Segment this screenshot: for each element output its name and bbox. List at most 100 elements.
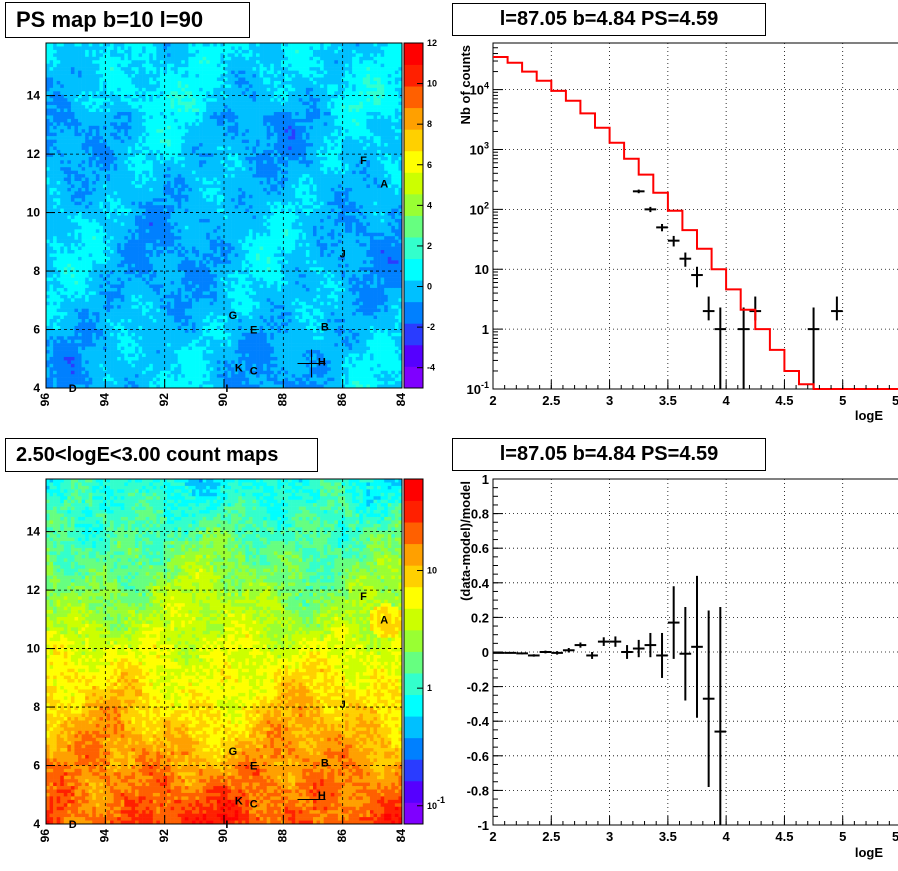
colorbar-bin	[404, 172, 423, 195]
spectrum-grid	[493, 43, 898, 389]
spectrum-plot-frame	[492, 42, 898, 390]
colorbar-bin	[404, 651, 423, 674]
y-tick-label: 0.4	[471, 576, 490, 591]
colorbar-bin	[404, 366, 423, 389]
x-tick-label: 86	[335, 829, 349, 843]
x-tick-label: 84	[394, 829, 408, 843]
residual-data	[493, 575, 727, 825]
x-tick-label: 3	[606, 829, 613, 844]
source-label: F	[360, 591, 367, 603]
colorbar-bin	[404, 43, 423, 65]
colorbar-bin	[404, 629, 423, 652]
colorbar-bin	[404, 323, 423, 346]
spectrum-title: l=87.05 b=4.84 PS=4.59	[452, 3, 766, 36]
colorbar-bin	[404, 258, 423, 281]
source-label: G	[229, 310, 238, 322]
colorbar-bin	[404, 280, 423, 303]
colorbar-bin	[404, 673, 423, 696]
source-label: G	[229, 746, 238, 758]
x-tick-label: 2	[489, 393, 496, 408]
x-tick-label: 96	[38, 393, 52, 407]
x-tick-label: 94	[98, 393, 112, 407]
y-tick-label: -0.4	[467, 714, 490, 729]
ps-map-title: PS map b=10 l=90	[5, 2, 250, 38]
ps-map-colorbar: -4 -2 0 2 4 6 8 10 12	[403, 38, 437, 389]
x-tick-label: 92	[157, 829, 171, 843]
y-tick-label: 8	[33, 264, 40, 278]
count-map-cells	[46, 479, 402, 824]
y-tick-label: 0.8	[471, 507, 489, 522]
ps-map-grid	[46, 43, 402, 388]
count-map-title: 2.50<logE<3.00 count maps	[5, 438, 318, 472]
y-axis-label: Nb of counts	[458, 45, 473, 124]
x-tick-label: 3.5	[659, 829, 677, 844]
y-tick-label: 0.2	[471, 610, 489, 625]
source-label: B	[321, 322, 329, 334]
colorbar-bin	[404, 215, 423, 238]
x-tick-label: 5	[839, 829, 846, 844]
colorbar-bin	[404, 586, 423, 609]
colorbar-tick-label: 10-1	[427, 795, 445, 811]
y-tick-label: -0.2	[467, 680, 489, 695]
x-tick-label: 88	[276, 829, 290, 843]
source-label: E	[250, 325, 257, 337]
colorbar-tick-label: 10	[427, 79, 437, 89]
spectrum-axes: 2 2.5 3 3.5 4 4.5 5 5.5 10-1 1 10 102 103 104 logE Nb o…	[458, 45, 898, 423]
source-label: C	[250, 365, 258, 377]
colorbar-tick-label: 2	[427, 241, 432, 251]
y-tick-label: 14	[27, 89, 41, 103]
source-label: I	[225, 819, 228, 831]
x-tick-label: 5	[839, 393, 846, 408]
x-axis-label: logE	[855, 845, 883, 860]
x-tick-label: 90	[216, 393, 230, 407]
colorbar-bin	[404, 150, 423, 173]
y-tick-label: 4	[33, 817, 40, 831]
model-step-line	[493, 56, 898, 390]
colorbar-bin	[404, 759, 423, 782]
source-label: F	[360, 155, 367, 167]
colorbar-bin	[404, 543, 423, 566]
y-tick-label: 10	[27, 642, 41, 656]
colorbar-bin	[404, 780, 423, 803]
colorbar-tick-label: 6	[427, 160, 432, 170]
y-tick-label: 8	[33, 700, 40, 714]
y-tick-label: 0	[482, 645, 489, 660]
y-tick-label: 4	[33, 381, 40, 395]
x-tick-label: 96	[38, 829, 52, 843]
x-tick-label: 2.5	[542, 393, 560, 408]
x-tick-label: 2	[489, 829, 496, 844]
colorbar-bin	[404, 737, 423, 760]
source-label: D	[69, 819, 77, 831]
colorbar-bin	[404, 237, 423, 260]
y-tick-label: 6	[33, 759, 40, 773]
source-label: A	[380, 614, 388, 626]
y-tick-label: -0.6	[467, 749, 489, 764]
x-tick-label: 5.5	[892, 393, 898, 408]
colorbar-tick-label: 1	[427, 683, 432, 693]
colorbar-bin	[404, 193, 423, 216]
source-label: D	[69, 383, 77, 395]
source-label: B	[321, 758, 329, 770]
colorbar-bin	[404, 344, 423, 367]
source-label: C	[250, 799, 258, 811]
colorbar-bin	[404, 802, 423, 825]
count-map-colorbar: 10-1 1 10	[403, 478, 445, 825]
x-tick-label: 94	[98, 829, 112, 843]
x-axis-label: logE	[855, 408, 883, 423]
x-tick-label: 2.5	[542, 829, 560, 844]
x-tick-label: 3	[606, 393, 613, 408]
y-tick-label: 1	[482, 322, 489, 337]
y-tick-label: 103	[470, 140, 489, 157]
colorbar-tick-label: 4	[427, 200, 432, 210]
x-tick-label: 5.5	[892, 829, 898, 844]
colorbar-bin	[404, 64, 423, 87]
y-tick-label: 10-1	[467, 380, 489, 397]
colorbar-bin	[404, 500, 423, 523]
colorbar-bin	[404, 608, 423, 631]
y-axis-label: (data-model)/model	[458, 481, 473, 601]
y-tick-label: 102	[470, 200, 489, 217]
colorbar-bin	[404, 694, 423, 717]
source-label: H	[318, 790, 326, 802]
